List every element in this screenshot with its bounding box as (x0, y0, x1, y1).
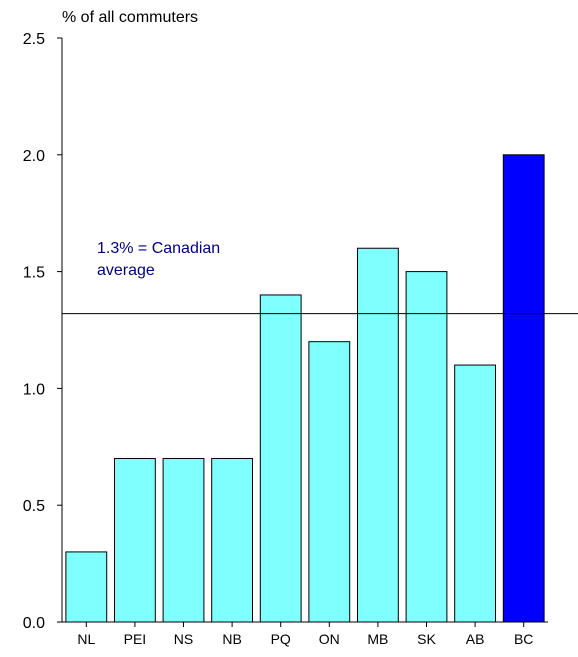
x-tick-label-nb: NB (222, 631, 241, 647)
bars-group (65, 154, 545, 623)
y-axis-ticks: 0.0 0.5 1.0 1.5 2.0 2.5 (23, 31, 62, 632)
average-label-line-2: average (97, 262, 155, 279)
bar-nl (65, 551, 108, 623)
x-tick-label-pq: PQ (271, 631, 291, 647)
x-tick-label-sk: SK (417, 631, 436, 647)
bar-ab (454, 364, 497, 623)
bar-nb (211, 457, 254, 623)
y-tick-label: 1.0 (23, 381, 45, 398)
bar-mb (356, 247, 399, 623)
x-tick-label-on: ON (319, 631, 340, 647)
x-tick-label-mb: MB (367, 631, 388, 647)
bar-sk (405, 271, 448, 623)
bar-ns (162, 457, 205, 623)
x-tick-label-bc: BC (514, 631, 533, 647)
x-tick-label-ab: AB (466, 631, 485, 647)
x-tick-label-nl: NL (77, 631, 95, 647)
bar-pq (259, 294, 302, 623)
y-tick-label: 1.5 (23, 265, 45, 282)
y-axis-title: % of all commuters (62, 9, 198, 26)
y-tick-label: 0.0 (23, 615, 45, 632)
x-axis-tick-labels: NL PEI NS NB PQ ON MB SK AB BC (77, 622, 533, 647)
x-tick-label-ns: NS (174, 631, 193, 647)
average-label-line-1: 1.3% = Canadian (97, 240, 220, 257)
bar-on (308, 341, 351, 623)
bar-pei (113, 457, 156, 623)
bar-bc (502, 154, 545, 623)
y-tick-label: 2.0 (23, 148, 45, 165)
y-tick-label: 0.5 (23, 498, 45, 515)
x-tick-label-pei: PEI (124, 631, 147, 647)
y-tick-label: 2.5 (23, 31, 45, 48)
